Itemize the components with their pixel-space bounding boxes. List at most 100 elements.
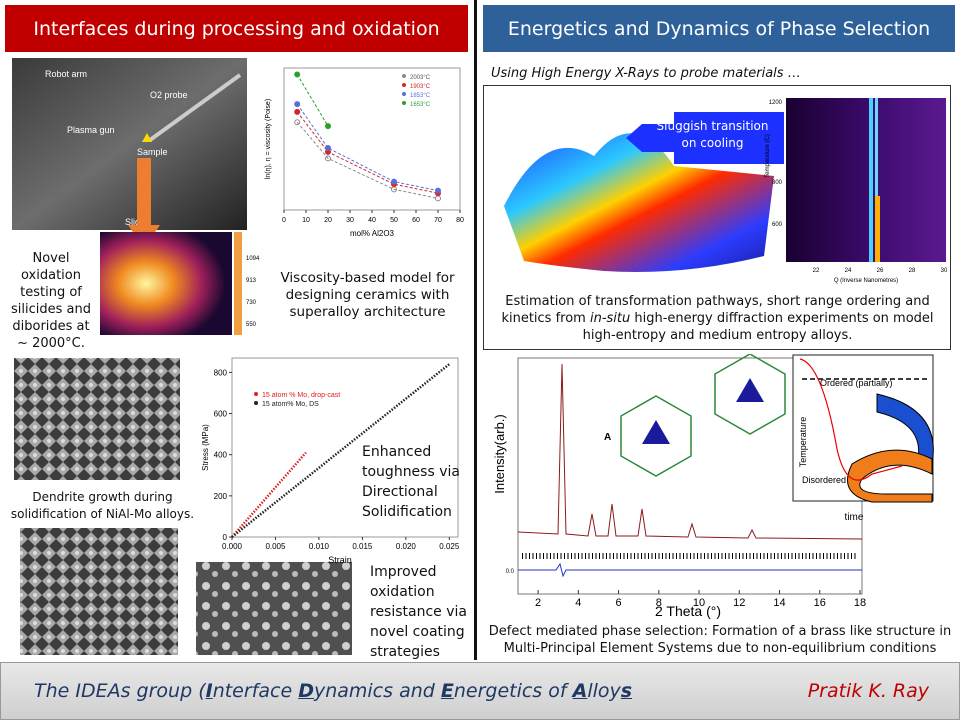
x-tick-label: 0.015 [352,542,373,551]
x-tick-label: 16 [814,597,826,609]
text-run: E [440,680,454,702]
axis-title: Q (Inverse Nanometres) [834,278,898,284]
x-tick-label: 0.025 [439,542,460,551]
x-tick-label: 14 [773,597,785,609]
text-run: ynamics and [313,680,441,702]
left-header: Interfaces during processing and oxidati… [5,5,468,52]
x-axis-title: Strain [328,555,352,565]
footer-title: The IDEAs group (Interface Dynamics and … [34,680,632,702]
arrow [128,158,160,248]
y-tick-label: 0 [223,533,228,542]
text-run: The IDEAs group ( [34,680,206,702]
legend-label: 1903°C [410,84,431,90]
text-run: nterface [212,680,299,702]
sem-image [196,562,352,655]
crystal [620,395,692,477]
x-tick-label: 50 [390,217,398,224]
x-tick-label: 24 [845,268,852,274]
heatmap-line [869,98,873,262]
y-tick-label: 600 [214,410,228,419]
heatmap [786,98,946,262]
text-run: D [298,680,314,702]
x-tick-label: 26 [877,268,884,274]
caption: Novel oxidation testing of silicides and… [11,251,91,351]
y-tick-label: 400 [214,451,228,460]
x-tick-label: 10 [302,217,310,224]
y-axis-title: ln(η), η = viscosity (Poise) [265,99,272,179]
x-tick-label: 6 [616,597,622,609]
y-axis-title: Intensity(arb.) [492,414,507,493]
text-run: lloy [587,680,621,702]
callout [626,112,784,164]
crystal-label: A [604,432,611,443]
y-tick-label: 600 [772,222,783,228]
crystal [714,354,786,435]
legend-swatch [402,92,406,96]
text-run: high-energy diffraction experiments on m… [582,311,934,343]
x-axis-title: mol% Al2O3 [350,229,395,238]
caption: Improved oxidation resistance via novel … [370,564,467,660]
legend-swatch [402,101,406,105]
text-run: nergetics of [453,680,573,702]
photo-label: Plasma gun [67,125,115,135]
legend-label: 1653°C [410,102,431,108]
caption: Using High Energy X-Rays to probe materi… [491,66,801,81]
crystal-core [642,420,670,444]
caption: Dendrite growth during solidification of… [10,490,195,521]
legend-swatch [254,401,258,405]
photo-label: Robot arm [45,69,87,79]
x-tick-label: 0.000 [222,542,243,551]
schematic-label: Temperature [798,417,808,468]
x-tick-label: 40 [368,217,376,224]
x-tick-label: 0 [282,217,286,224]
difference-curve [518,562,862,578]
sem-image [14,358,180,480]
caption: Viscosity-based model for designing cera… [280,270,455,320]
series-line [296,74,329,127]
x-tick-label: 60 [412,217,420,224]
series-line [296,103,439,192]
footer: The IDEAs group (Interface Dynamics and … [0,662,960,720]
series-line [296,121,439,199]
x-tick-label: 30 [346,217,354,224]
schematic-label: time [845,512,864,523]
caption: Enhanced toughness via Directional Solid… [362,444,460,520]
x-tick-label: 0.005 [265,542,286,551]
series-line [296,111,439,194]
photo-label: Sample [137,147,168,157]
text-run: s [620,680,633,702]
thermal-image [100,232,232,335]
x-tick-label: 12 [733,597,745,609]
diffraction-pattern [517,363,863,540]
xray-graphics: 1200 800 600 22 24 26 28 30 Temperature (C) Q (In… [504,98,948,284]
xrd-chart: 0.0 2 4 6 8 10 12 14 16 18 2 Theta (°) Intensity(ar… [492,354,866,619]
photo-label: O2 probe [150,90,188,100]
legend-swatch [402,74,406,78]
text-run: in-situ [589,311,631,326]
legend-label: 2003°C [410,75,431,81]
x-tick-label: 8 [656,597,662,609]
text-run: Estimation of transformation pathways, s… [501,294,930,326]
schematic-label: Disordered [802,475,846,485]
sample-marker [142,133,152,142]
scale-label: 913 [246,278,257,284]
legend-label: 15 atom% Mo, DS [262,401,319,408]
divider [474,0,477,660]
y-tick-label: 200 [214,492,228,501]
x-tick-label: 0.010 [309,542,330,551]
right-header: Energetics and Dynamics of Phase Selecti… [483,5,955,52]
caption: Defect mediated phase selection: Formati… [488,624,952,656]
plot-frame [231,357,459,538]
x-tick-label: 80 [456,217,464,224]
scale-label: 730 [246,300,257,306]
stress-chart: 0.000 0.005 0.010 0.015 0.020 0.025 0 200 400 600… [201,357,460,565]
legend-label: 1853°C [410,93,431,99]
viscosity-chart: 0 10 20 30 40 50 60 70 80 ln(η), η = viscosity (P… [265,67,464,238]
crystal-core [736,378,764,402]
heatmap-line [875,196,880,262]
author: Pratik K. Ray [807,680,929,702]
schematic: Ordered (partially) Disordered Temperatu… [792,354,934,523]
surface-plot [504,133,774,272]
x-axis-title: 2 Theta (°) [655,603,721,619]
scale-label: 550 [246,322,257,328]
